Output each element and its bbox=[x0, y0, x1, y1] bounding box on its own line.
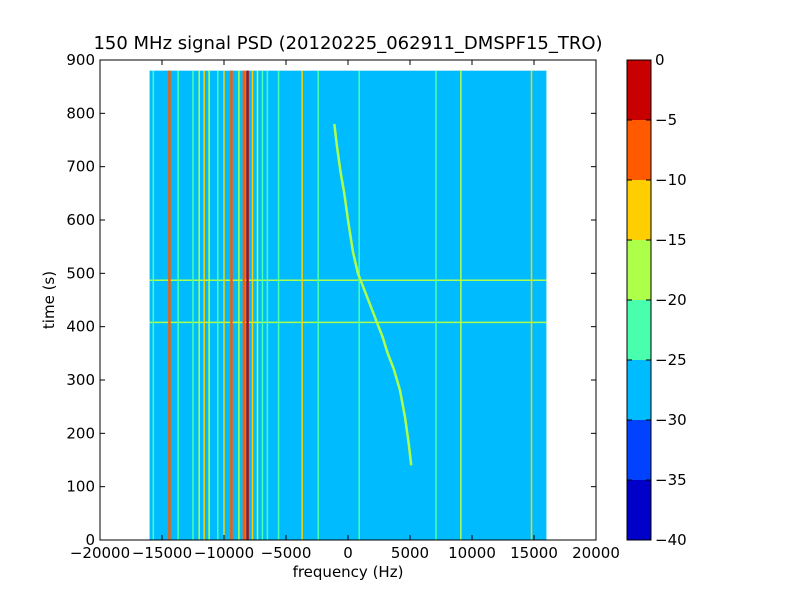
colorbar-segment bbox=[627, 480, 651, 540]
y-axis: 0 100 200 300 400 500 600 700 800 900 bbox=[66, 51, 596, 549]
x-tick-label: −20000 bbox=[70, 544, 130, 562]
x-tick-label: 0 bbox=[343, 544, 353, 562]
colorbar-segment bbox=[627, 300, 651, 360]
y-tick-label: 0 bbox=[85, 531, 95, 549]
x-tick-label: 5000 bbox=[391, 544, 429, 562]
colorbar-tick-label: −25 bbox=[655, 351, 687, 369]
colorbar-tick-label: −40 bbox=[655, 531, 687, 549]
y-tick-label: 600 bbox=[66, 211, 95, 229]
chart-title: 150 MHz signal PSD (20120225_062911_DMSP… bbox=[93, 33, 602, 54]
colorbar: −40 −35 −30 −25 −20 −15 −10 −5 0 bbox=[626, 51, 687, 549]
x-tick-label: −15000 bbox=[132, 544, 192, 562]
y-tick-label: 900 bbox=[66, 51, 95, 69]
y-tick-label: 400 bbox=[66, 318, 95, 336]
colorbar-tick-label: −5 bbox=[655, 111, 677, 129]
y-tick-label: 100 bbox=[66, 478, 95, 496]
plot-area bbox=[99, 59, 597, 541]
colorbar-tick-label: −30 bbox=[655, 411, 687, 429]
colorbar-segment bbox=[627, 120, 651, 180]
colorbar-tick-label: −10 bbox=[655, 171, 687, 189]
colorbar-tick-label: −35 bbox=[655, 471, 687, 489]
x-tick-label: 20000 bbox=[572, 544, 620, 562]
colorbar-segment bbox=[627, 420, 651, 480]
colorbar-tick-label: 0 bbox=[655, 51, 665, 69]
x-tick-label: −5000 bbox=[261, 544, 312, 562]
colorbar-segment bbox=[627, 60, 651, 120]
y-tick-label: 800 bbox=[66, 104, 95, 122]
psd-background bbox=[149, 70, 547, 541]
x-tick-label: −10000 bbox=[194, 544, 254, 562]
y-tick-label: 700 bbox=[66, 158, 95, 176]
colorbar-segment bbox=[627, 360, 651, 420]
colorbar-tick-label: −15 bbox=[655, 231, 687, 249]
y-axis-label: time (s) bbox=[40, 271, 58, 329]
x-axis: −20000 −15000 −10000 −5000 0 5000 10000 15000 20… bbox=[70, 60, 620, 562]
x-tick-label: 10000 bbox=[448, 544, 496, 562]
x-tick-label: 15000 bbox=[510, 544, 558, 562]
colorbar-segment bbox=[627, 240, 651, 300]
y-tick-label: 200 bbox=[66, 424, 95, 442]
x-axis-label: frequency (Hz) bbox=[293, 563, 404, 581]
colorbar-tick-label: −20 bbox=[655, 291, 687, 309]
y-tick-label: 300 bbox=[66, 371, 95, 389]
doppler-trace bbox=[333, 123, 413, 466]
colorbar-segment bbox=[627, 180, 651, 240]
y-tick-label: 500 bbox=[66, 264, 95, 282]
